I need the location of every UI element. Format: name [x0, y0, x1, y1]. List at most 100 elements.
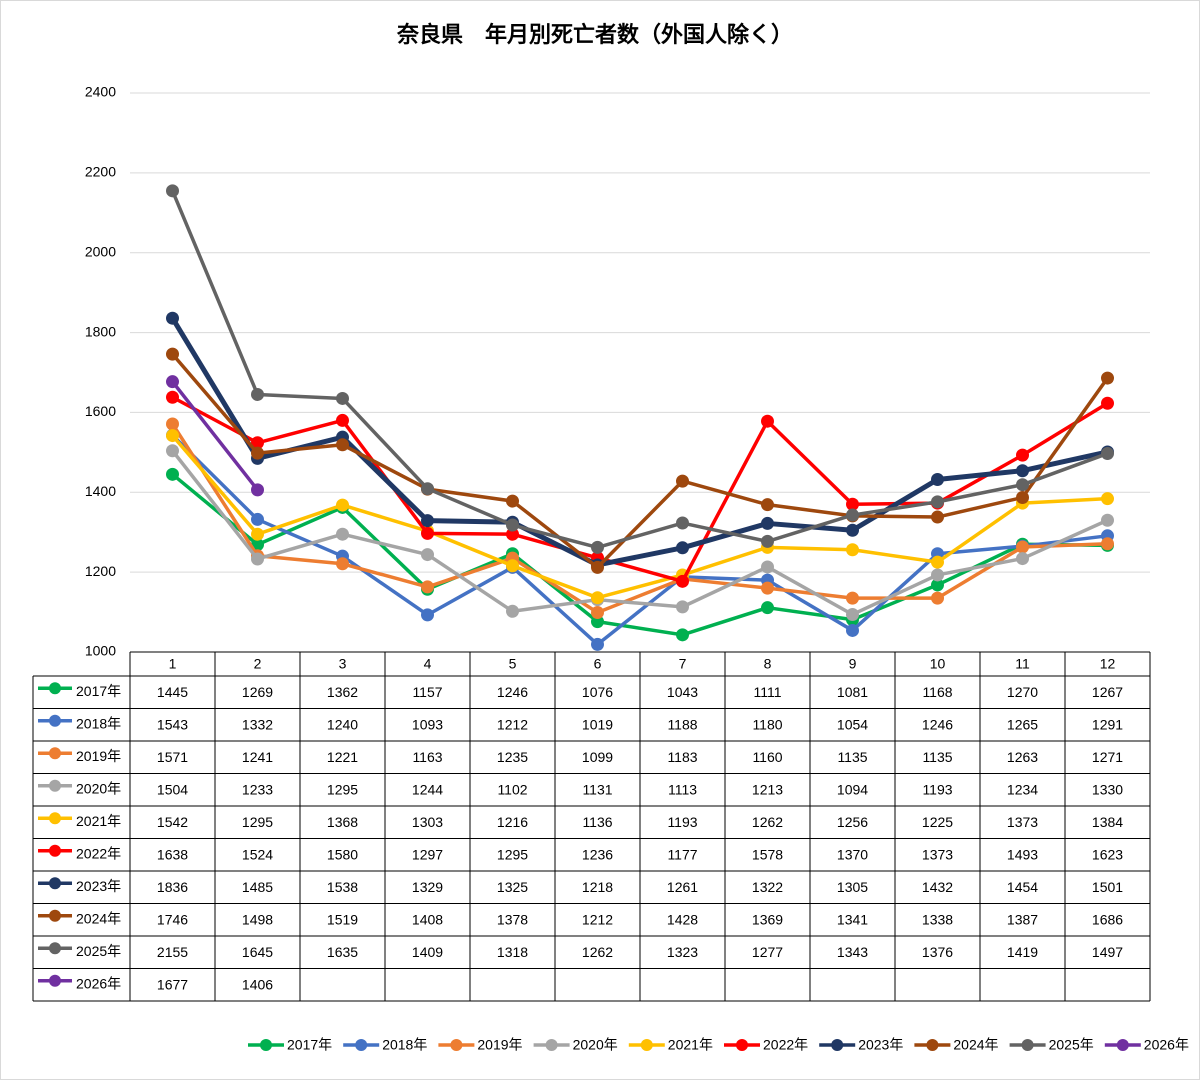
x-tick-label: 7: [679, 656, 687, 672]
table-legend-marker: [49, 877, 61, 890]
point: [336, 498, 349, 512]
table-cell: 1188: [667, 716, 697, 732]
table-cell: 1376: [922, 944, 953, 960]
table-cell: 1241: [242, 749, 273, 765]
table-series-name: 2017年: [76, 683, 121, 699]
table-cell: 1246: [922, 716, 953, 732]
table-series-name: 2021年: [76, 813, 121, 829]
table-cell: 1501: [1092, 879, 1123, 895]
point: [591, 637, 604, 651]
table-cell: 1099: [582, 749, 613, 765]
table-cell: 1271: [1092, 749, 1123, 765]
table-cell: 1054: [837, 716, 868, 732]
point: [421, 514, 434, 528]
table-cell: 1746: [157, 911, 188, 927]
table-cell: 1330: [1092, 781, 1123, 797]
point: [761, 601, 774, 615]
point: [506, 518, 519, 532]
table-cell: 1318: [497, 944, 528, 960]
table-cell: 1212: [582, 911, 613, 927]
table-series-name: 2022年: [76, 845, 121, 861]
table-cell: 1183: [667, 749, 697, 765]
table-cell: 1277: [752, 944, 783, 960]
table-cell: 1216: [497, 814, 528, 830]
table-cell: 1329: [412, 879, 443, 895]
point: [1101, 537, 1114, 551]
point: [1101, 492, 1114, 506]
x-tick-label: 1: [169, 656, 177, 672]
table-cell: 1406: [242, 976, 273, 992]
table-cell: 1524: [242, 846, 273, 862]
point: [676, 628, 689, 642]
point: [846, 543, 859, 557]
table-cell: 1081: [837, 684, 868, 700]
table-cell: 1454: [1007, 879, 1038, 895]
legend-marker: [1116, 1039, 1129, 1051]
table-cell: 1076: [582, 684, 613, 700]
table-cell: 1408: [412, 911, 443, 927]
point: [761, 498, 774, 512]
table-series-name: 2020年: [76, 780, 121, 796]
legend-marker: [450, 1039, 463, 1051]
point: [846, 523, 859, 537]
point: [421, 482, 434, 496]
point: [846, 497, 859, 511]
series-line: [171, 352, 1109, 570]
point: [676, 574, 689, 588]
series-line: [171, 472, 1108, 637]
table-cell: 1638: [157, 846, 188, 862]
series-line: [171, 380, 259, 491]
table-cell: 1623: [1092, 846, 1123, 862]
y-tick-label: 2000: [85, 243, 116, 259]
point: [251, 483, 264, 497]
table-cell: 1295: [327, 781, 358, 797]
table-cell: 1157: [412, 684, 442, 700]
table-cell: 1580: [327, 846, 358, 862]
table-cell: 1325: [497, 879, 528, 895]
point: [251, 512, 264, 526]
table-cell: 1019: [582, 716, 613, 732]
table-cell: 1341: [837, 911, 868, 927]
table-cell: 1295: [497, 846, 528, 862]
point: [761, 581, 774, 595]
table-cell: 1094: [837, 781, 868, 797]
table-cell: 1240: [327, 716, 358, 732]
point: [1016, 478, 1029, 492]
table-cell: 1432: [922, 879, 953, 895]
table-cell: 1160: [752, 749, 782, 765]
legend-marker: [545, 1039, 558, 1051]
point: [761, 560, 774, 574]
table-cell: 1262: [752, 814, 783, 830]
legend-label: 2019年: [477, 1037, 522, 1053]
table-cell: 1686: [1092, 911, 1123, 927]
table-cell: 1538: [327, 879, 358, 895]
legend-label: 2024年: [953, 1037, 998, 1053]
point: [676, 474, 689, 488]
point: [676, 600, 689, 614]
table-cell: 1221: [327, 749, 358, 765]
series-line: [171, 423, 1108, 615]
point: [1016, 464, 1029, 478]
point: [761, 534, 774, 548]
table-cell: 1493: [1007, 846, 1038, 862]
table-cell: 1136: [582, 814, 612, 830]
table-cell: 1305: [837, 879, 868, 895]
table-cell: 1428: [667, 911, 698, 927]
point: [676, 516, 689, 530]
table-cell: 1322: [752, 879, 783, 895]
table-cell: 1263: [1007, 749, 1038, 765]
point: [761, 414, 774, 428]
table-series-name: 2023年: [76, 878, 121, 894]
point: [166, 375, 179, 389]
point: [506, 604, 519, 618]
legend-marker: [355, 1039, 368, 1051]
table-cell: 1212: [497, 716, 528, 732]
point: [846, 623, 859, 637]
table-cell: 1225: [922, 814, 953, 830]
table-cell: 1368: [327, 814, 358, 830]
chart-title: 奈良県 年月別死亡者数（外国人除く）: [396, 22, 793, 47]
table-series-name: 2025年: [76, 943, 121, 959]
table-cell: 1578: [752, 846, 783, 862]
x-tick-label: 12: [1100, 656, 1116, 672]
point: [1016, 490, 1029, 504]
